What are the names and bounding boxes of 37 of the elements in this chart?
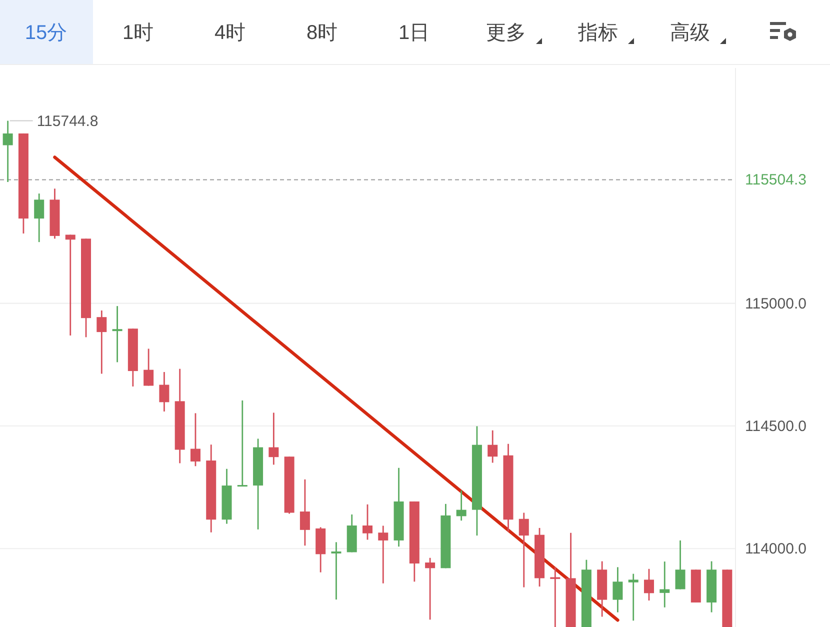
text: 1日: [398, 22, 430, 44]
candlestick: [112, 305, 122, 363]
candlestick: [675, 540, 686, 590]
candlestick: [456, 490, 466, 522]
candlestick: [96, 310, 107, 374]
y-tick-label: 114000.0: [745, 540, 806, 558]
candlestick: [268, 412, 279, 466]
candlestick: [65, 234, 76, 336]
text: 8时: [306, 22, 338, 44]
candlestick: [159, 371, 170, 412]
candlestick: [518, 512, 529, 588]
y-tick-label: 115000.0: [745, 295, 806, 312]
candlestick: [488, 430, 498, 464]
candlestick: [644, 568, 654, 602]
annotation: 115744.8: [36, 112, 98, 130]
candlestick: [190, 412, 200, 467]
text: 1时: [122, 22, 154, 44]
candlestick: [550, 566, 560, 627]
candlestick: [300, 478, 310, 546]
text: 高级: [670, 21, 710, 44]
text: 4时: [214, 22, 246, 44]
candlestick: [425, 557, 436, 620]
candlestick: [2, 120, 13, 183]
candlestick: [34, 192, 44, 243]
candlestick: [612, 566, 623, 613]
candlestick: [144, 348, 154, 386]
text: 指标: [577, 22, 618, 44]
candlestick: [378, 525, 388, 584]
y-tick-label: 114500.0: [745, 418, 806, 435]
text: 更多: [486, 22, 526, 44]
candlestick: [362, 504, 372, 540]
text: 15分: [24, 22, 68, 44]
ref-line-label: 115504.3: [745, 172, 806, 189]
candlestick: [237, 400, 248, 487]
candlestick: [628, 573, 638, 622]
candlestick: [331, 541, 342, 600]
candlestick: [660, 560, 670, 608]
